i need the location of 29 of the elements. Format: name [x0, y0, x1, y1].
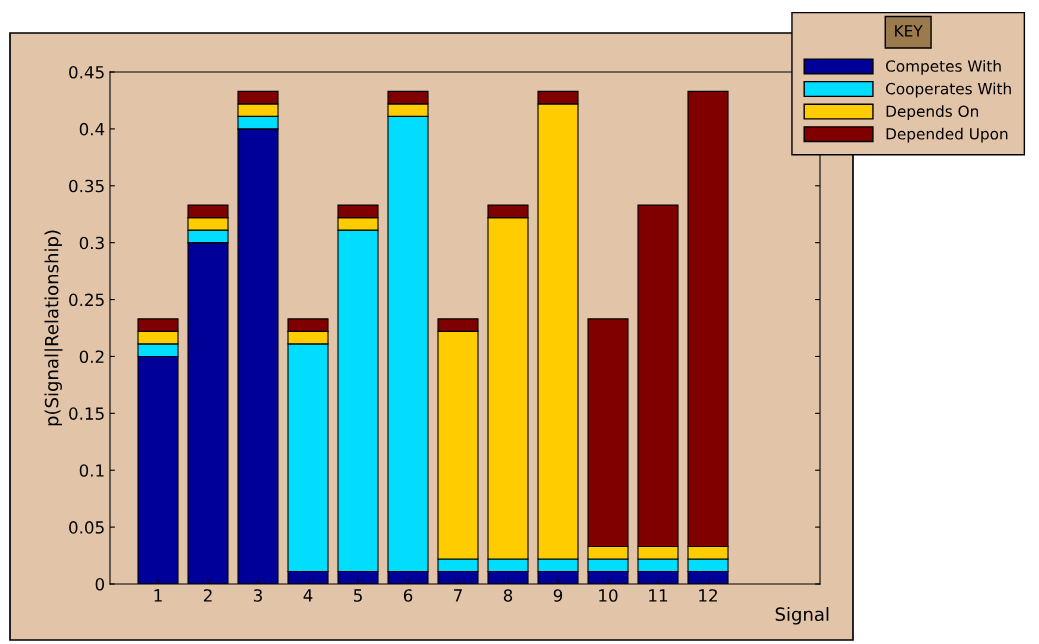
- x-tick-label: 11: [649, 589, 668, 602]
- x-tick-label: 7: [454, 589, 462, 602]
- legend-title: KEY: [895, 25, 923, 37]
- x-tick-label: 4: [303, 589, 313, 602]
- legend-label: Depended Upon: [886, 127, 1008, 143]
- x-tick-label: 3: [253, 589, 262, 602]
- x-tick-label: 8: [503, 589, 513, 602]
- y-axis-title: p(Signal|Relationship): [44, 230, 63, 426]
- x-tick-label: 6: [403, 589, 413, 602]
- x-tick-label: 10: [599, 589, 618, 602]
- x-axis-title: Signal: [775, 607, 829, 625]
- y-tick-label: 0.45: [69, 65, 104, 79]
- y-tick-label: 0.1: [79, 464, 104, 477]
- y-tick-label: 0.15: [69, 407, 104, 420]
- y-tick-label: 0.3: [79, 236, 104, 250]
- y-tick-label: 0.25: [69, 293, 104, 307]
- y-tick-label: 0.4: [79, 122, 105, 136]
- x-tick-label: 9: [553, 589, 563, 602]
- y-tick-label: 0.05: [69, 521, 104, 534]
- legend-label: Cooperates With: [886, 82, 1011, 98]
- legend-label: Competes With: [886, 60, 1001, 75]
- x-tick-label: 1: [154, 589, 162, 602]
- y-tick-label: 0.35: [69, 179, 104, 193]
- y-tick-label: 0: [95, 577, 105, 591]
- x-tick-label: 2: [203, 589, 212, 602]
- legend-label: Depends On: [886, 105, 979, 120]
- x-tick-label: 12: [699, 589, 717, 602]
- x-tick-label: 5: [353, 589, 362, 602]
- y-tick-label: 0.2: [79, 350, 104, 364]
